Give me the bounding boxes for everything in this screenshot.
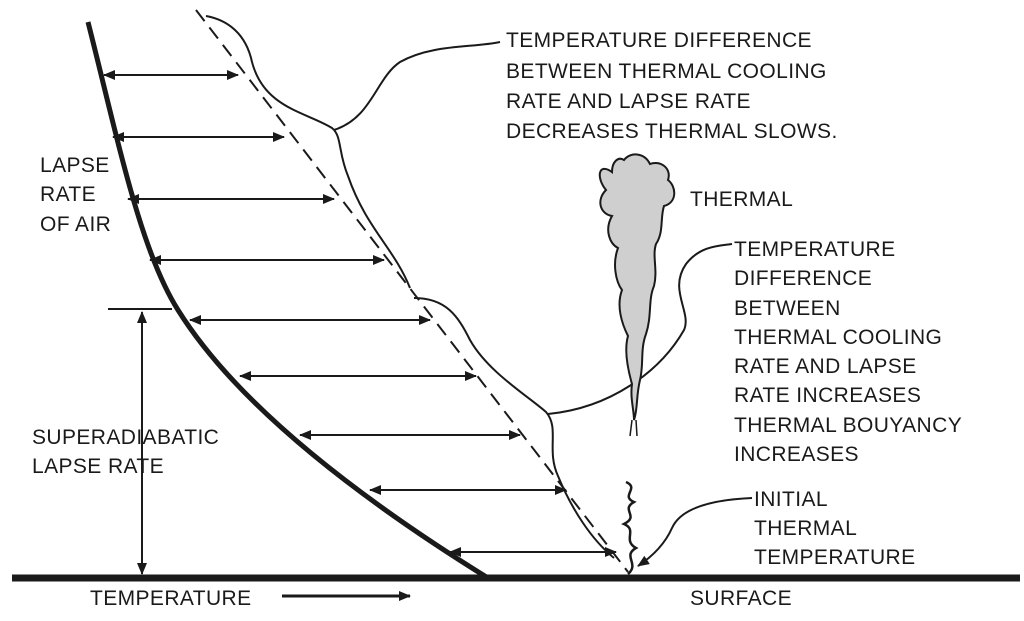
- top-note-line: BETWEEN THERMAL COOLING: [506, 60, 827, 83]
- initial-thermal-label-line: THERMAL: [754, 517, 857, 540]
- top-note-line: RATE AND LAPSE RATE: [506, 90, 751, 113]
- lower-brace-pointer: [547, 243, 733, 415]
- lapse-rate-of-air-label: LAPSE RATE OF AIR: [40, 154, 111, 236]
- lapse-rate-label-line: LAPSE: [40, 154, 110, 177]
- upper-brace-pointer: [333, 41, 501, 131]
- top-note-line: TEMPERATURE DIFFERENCE: [506, 29, 812, 52]
- lower-brace: [413, 297, 615, 559]
- surface-label: SURFACE: [690, 587, 792, 610]
- temperature-difference-arrows: [103, 70, 617, 557]
- middle-note-line: DIFFERENCE: [734, 267, 872, 290]
- initial-temperature-pointer: [637, 497, 753, 567]
- middle-note-line: INCREASES: [734, 443, 859, 466]
- thermal-plume: [598, 153, 676, 575]
- middle-note-line: THERMAL COOLING: [734, 326, 942, 349]
- middle-note: TEMPERATURE DIFFERENCE BETWEEN THERMAL C…: [734, 238, 962, 466]
- lapse-rate-label-line: RATE: [40, 183, 96, 206]
- thermal-source-wisp: [621, 480, 639, 575]
- upper-brace: [205, 15, 411, 289]
- thermal-cloud: [598, 153, 676, 421]
- middle-note-line: BETWEEN: [734, 297, 841, 320]
- initial-thermal-label-line: INITIAL: [754, 488, 828, 511]
- thermal-plume-stem: [629, 419, 638, 437]
- superadiabatic-label-line: SUPERADIABATIC: [32, 426, 219, 449]
- middle-note-line: RATE AND LAPSE: [734, 355, 917, 378]
- middle-note-line: TEMPERATURE: [734, 238, 896, 261]
- initial-thermal-label: INITIAL THERMAL TEMPERATURE: [754, 488, 916, 569]
- middle-note-line: THERMAL BOUYANCY: [734, 414, 962, 437]
- top-note: TEMPERATURE DIFFERENCE BETWEEN THERMAL C…: [506, 29, 838, 143]
- thermal-cooling-dashed-line: [195, 9, 629, 573]
- thermal-label: THERMAL: [690, 188, 793, 211]
- lapse-rate-label-line: OF AIR: [40, 213, 111, 236]
- superadiabatic-label-line: LAPSE RATE: [32, 455, 164, 478]
- superadiabatic-label: SUPERADIABATIC LAPSE RATE: [32, 426, 219, 478]
- top-note-line: DECREASES THERMAL SLOWS.: [506, 120, 838, 143]
- initial-thermal-label-line: TEMPERATURE: [754, 546, 916, 569]
- temperature-axis-label: TEMPERATURE: [90, 587, 252, 610]
- middle-note-line: RATE INCREASES: [734, 384, 921, 407]
